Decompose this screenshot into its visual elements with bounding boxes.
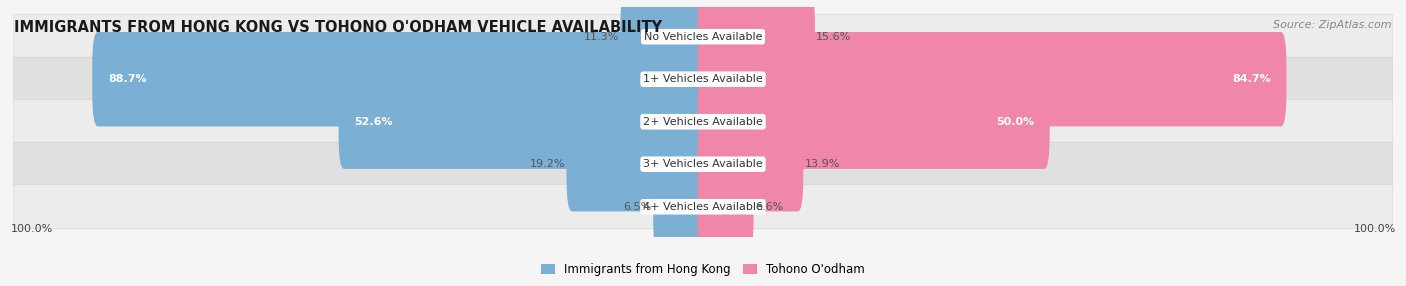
FancyBboxPatch shape [567, 117, 709, 211]
FancyBboxPatch shape [620, 0, 709, 84]
FancyBboxPatch shape [697, 0, 815, 84]
FancyBboxPatch shape [14, 57, 1392, 101]
Text: 1+ Vehicles Available: 1+ Vehicles Available [643, 74, 763, 84]
FancyBboxPatch shape [93, 32, 709, 126]
FancyBboxPatch shape [14, 142, 1392, 186]
Text: 100.0%: 100.0% [10, 224, 52, 234]
Text: 2+ Vehicles Available: 2+ Vehicles Available [643, 117, 763, 127]
Text: 100.0%: 100.0% [1354, 224, 1396, 234]
FancyBboxPatch shape [339, 75, 709, 169]
Text: 11.3%: 11.3% [583, 32, 619, 42]
Text: 50.0%: 50.0% [995, 117, 1033, 127]
Text: 15.6%: 15.6% [817, 32, 852, 42]
Text: 6.6%: 6.6% [755, 202, 783, 212]
Text: No Vehicles Available: No Vehicles Available [644, 32, 762, 42]
Text: 88.7%: 88.7% [108, 74, 146, 84]
FancyBboxPatch shape [14, 15, 1392, 59]
FancyBboxPatch shape [14, 185, 1392, 229]
Text: 84.7%: 84.7% [1232, 74, 1271, 84]
Text: 52.6%: 52.6% [354, 117, 392, 127]
Text: IMMIGRANTS FROM HONG KONG VS TOHONO O'ODHAM VEHICLE AVAILABILITY: IMMIGRANTS FROM HONG KONG VS TOHONO O'OD… [14, 20, 662, 35]
FancyBboxPatch shape [697, 75, 1050, 169]
Text: 6.5%: 6.5% [624, 202, 652, 212]
FancyBboxPatch shape [654, 160, 709, 254]
Text: 4+ Vehicles Available: 4+ Vehicles Available [643, 202, 763, 212]
Text: 13.9%: 13.9% [804, 159, 839, 169]
FancyBboxPatch shape [697, 117, 803, 211]
Legend: Immigrants from Hong Kong, Tohono O'odham: Immigrants from Hong Kong, Tohono O'odha… [536, 259, 870, 281]
FancyBboxPatch shape [14, 100, 1392, 144]
Text: 19.2%: 19.2% [530, 159, 565, 169]
Text: Source: ZipAtlas.com: Source: ZipAtlas.com [1274, 20, 1392, 30]
FancyBboxPatch shape [697, 32, 1286, 126]
Text: 3+ Vehicles Available: 3+ Vehicles Available [643, 159, 763, 169]
FancyBboxPatch shape [697, 160, 754, 254]
